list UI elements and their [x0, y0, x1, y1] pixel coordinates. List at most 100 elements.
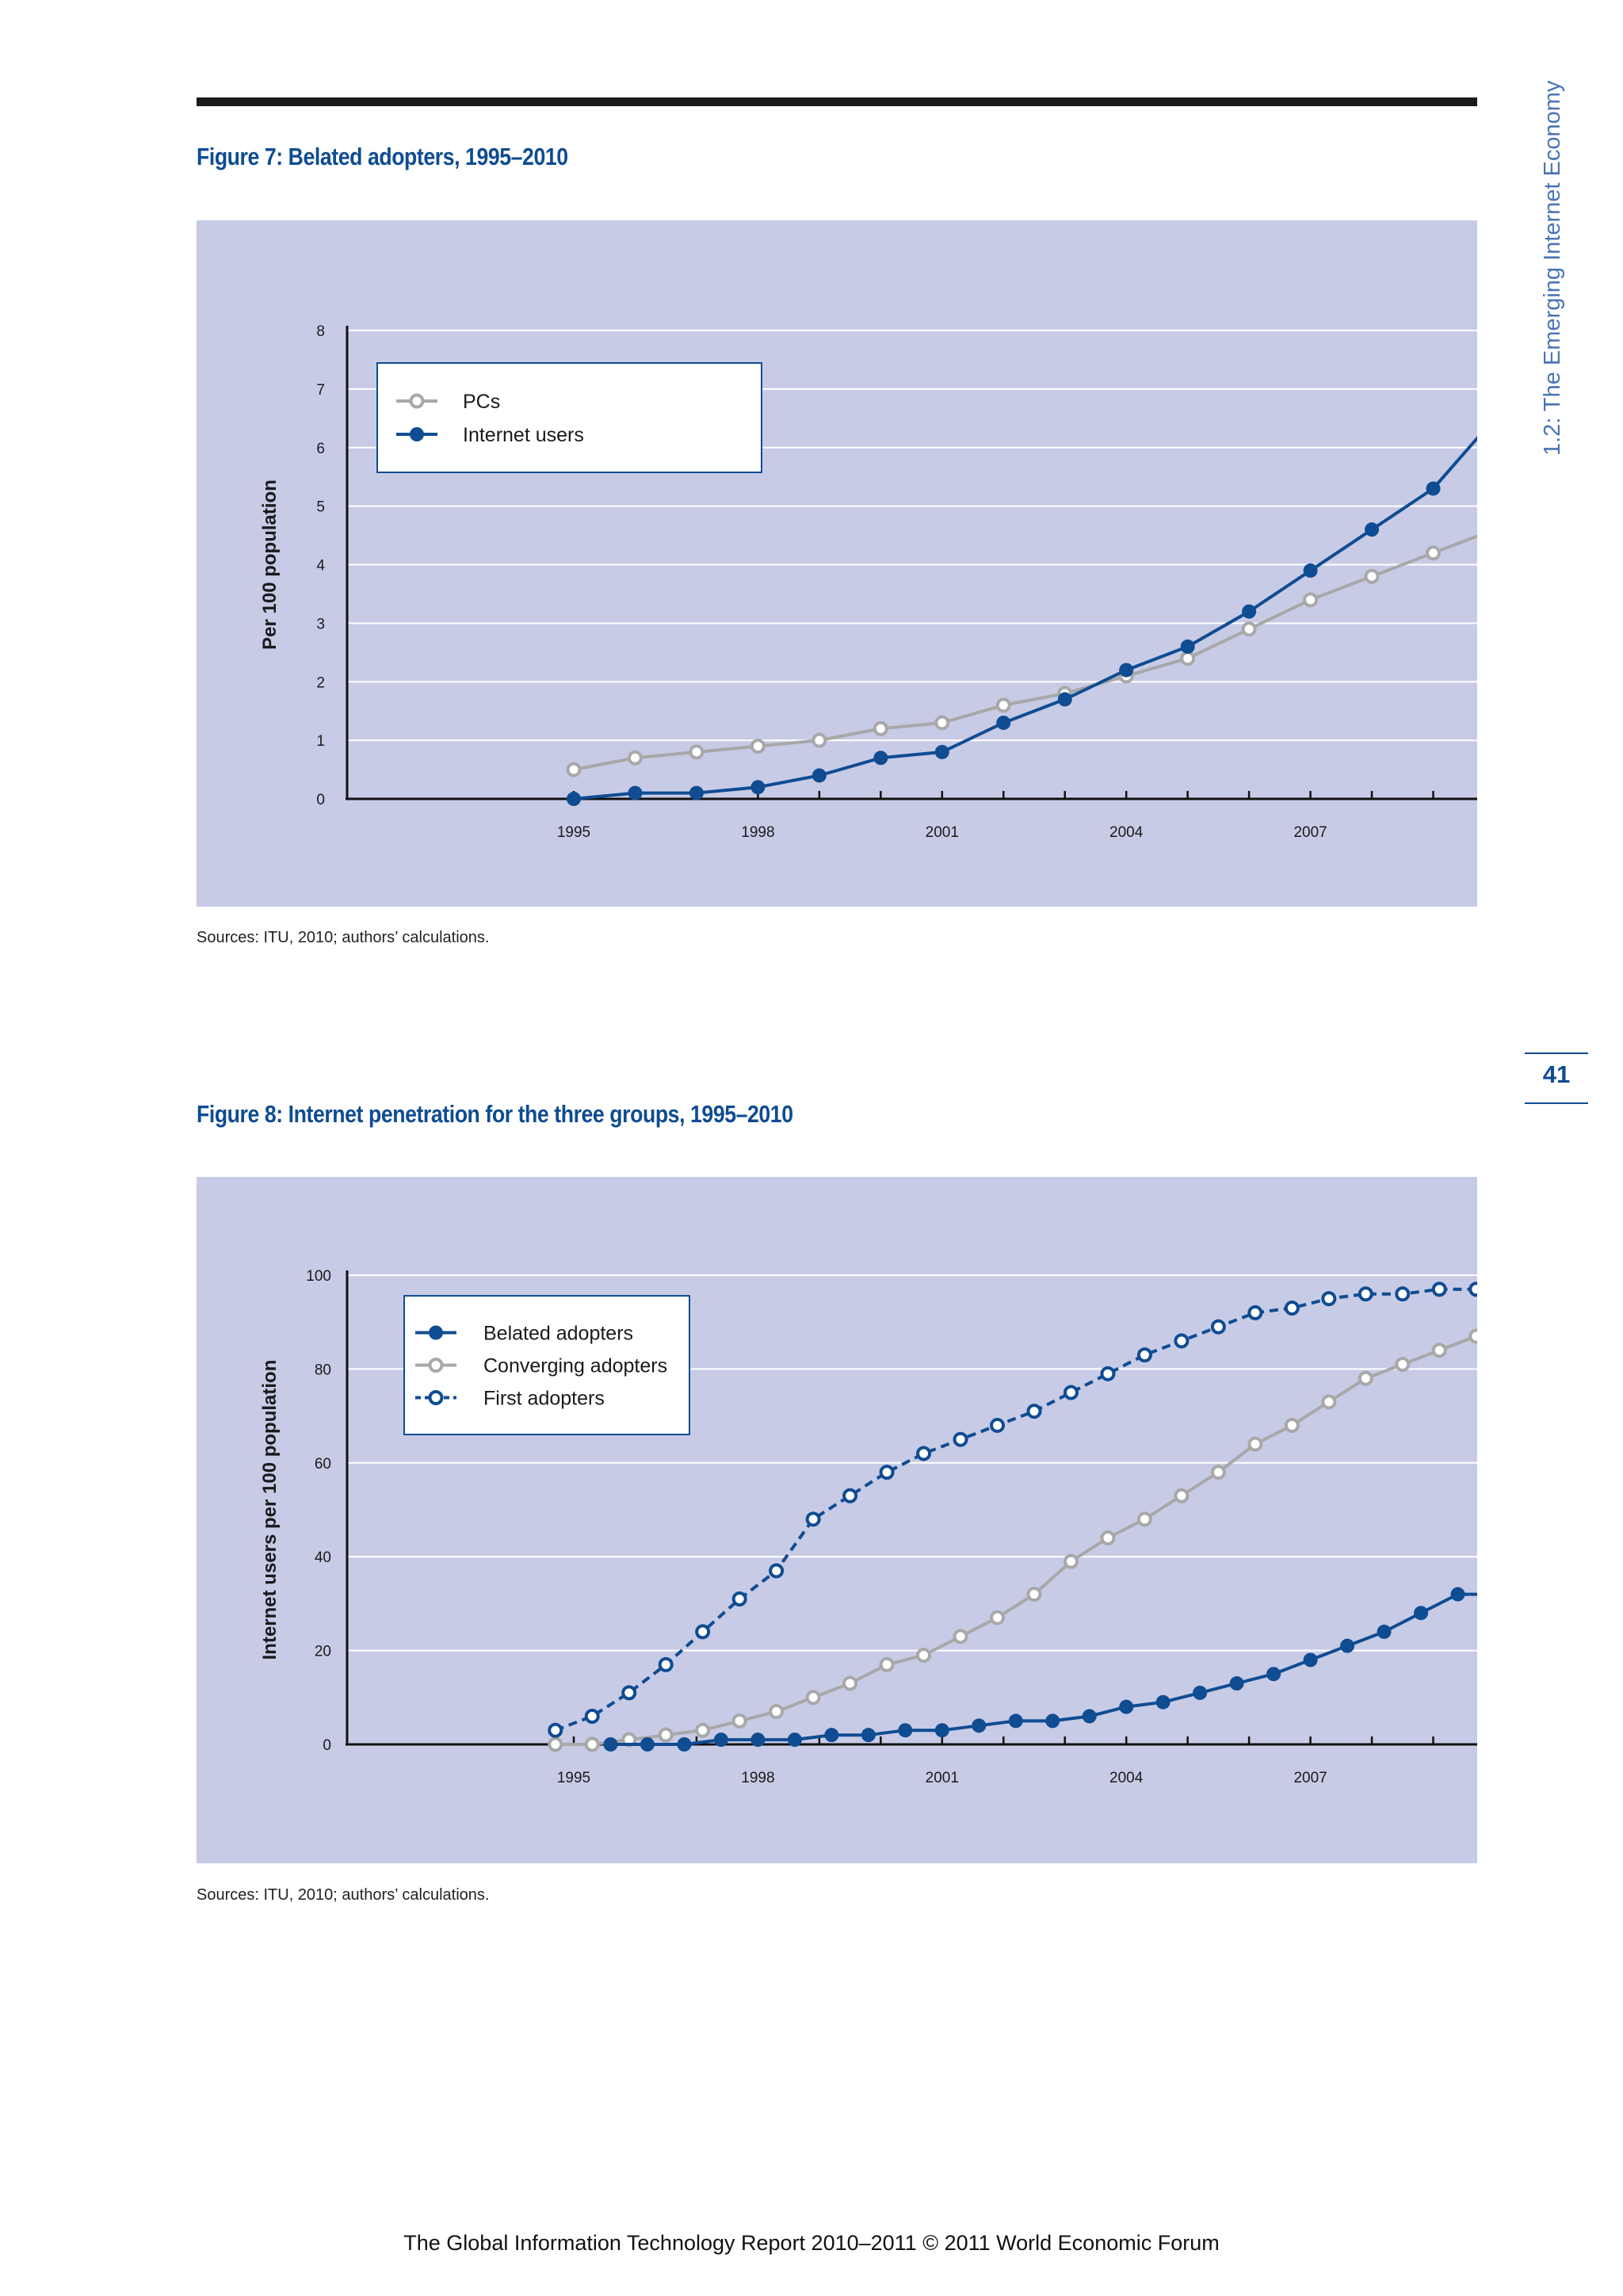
data-point-belated-adopters	[677, 1737, 692, 1752]
data-point-converging-adopters	[1026, 1587, 1042, 1603]
legend-marker-pcs	[409, 393, 425, 409]
data-point-belated-adopters	[750, 1733, 766, 1748]
data-point-first-adopters	[1026, 1404, 1042, 1419]
data-point-internet-users	[1303, 563, 1318, 578]
data-point-pcs	[689, 744, 705, 760]
x-tick-label: 2004	[1109, 1770, 1144, 1786]
data-point-internet-users	[996, 715, 1011, 730]
figure-8-title: Figure 8: Internet penetration for the t…	[197, 1100, 793, 1128]
data-point-first-adopters	[1247, 1305, 1263, 1320]
x-tick-label: 2001	[926, 824, 959, 841]
series-line-pcs	[573, 534, 1477, 772]
data-point-pcs	[934, 715, 950, 731]
data-point-internet-users	[1119, 663, 1134, 678]
page-number-top-rule	[1525, 1052, 1588, 1054]
chart-svg-0: 012345678199519982001200420072010Per 100…	[259, 323, 1477, 841]
top-rule	[197, 97, 1477, 106]
data-point-first-adopters	[658, 1656, 674, 1672]
data-point-belated-adopters	[934, 1723, 949, 1738]
data-point-first-adopters	[1174, 1333, 1190, 1349]
data-point-internet-users	[567, 792, 581, 806]
data-point-internet-users	[1426, 481, 1441, 496]
data-point-internet-users	[873, 751, 888, 766]
figure-7-title: Figure 7: Belated adopters, 1995–2010	[197, 143, 568, 170]
y-tick-label: 2	[316, 674, 325, 691]
data-point-first-adopters	[1431, 1282, 1447, 1297]
data-point-first-adopters	[1136, 1347, 1152, 1363]
data-point-belated-adopters	[1193, 1685, 1208, 1700]
data-point-belated-adopters	[1414, 1606, 1429, 1621]
data-point-converging-adopters	[1284, 1417, 1300, 1433]
legend-label-internet-users: Internet users	[463, 424, 584, 446]
data-point-first-adopters	[731, 1591, 747, 1606]
data-point-first-adopters	[1210, 1319, 1226, 1335]
data-point-first-adopters	[879, 1465, 895, 1480]
data-point-pcs	[566, 762, 582, 777]
data-point-internet-users	[628, 785, 643, 800]
data-point-belated-adopters	[1045, 1713, 1060, 1729]
data-point-converging-adopters	[805, 1690, 821, 1706]
legend-label-belated-adopters: Belated adopters	[483, 1323, 633, 1345]
page-number-bottom-rule	[1525, 1102, 1588, 1104]
data-point-first-adopters	[1468, 1282, 1477, 1297]
series-line-internet-users	[573, 435, 1477, 800]
data-point-belated-adopters	[1008, 1713, 1023, 1729]
data-point-first-adopters	[769, 1563, 785, 1579]
y-tick-label: 6	[316, 441, 325, 457]
data-point-belated-adopters	[1340, 1638, 1355, 1653]
legend-marker-internet-users	[410, 427, 424, 441]
data-point-belated-adopters	[1082, 1709, 1097, 1724]
page-number: 41	[1542, 1060, 1571, 1088]
data-point-internet-users	[689, 785, 704, 800]
data-point-belated-adopters	[640, 1737, 655, 1752]
data-point-first-adopters	[548, 1722, 563, 1738]
data-point-pcs	[995, 697, 1011, 713]
y-tick-label: 1	[316, 733, 325, 750]
data-point-belated-adopters	[1377, 1624, 1392, 1639]
data-point-converging-adopters	[658, 1727, 674, 1743]
x-tick-label: 1995	[557, 824, 590, 841]
data-point-first-adopters	[842, 1488, 858, 1503]
data-point-converging-adopters	[990, 1610, 1006, 1626]
data-point-converging-adopters	[731, 1713, 747, 1729]
data-point-pcs	[627, 750, 643, 766]
legend-marker-converging-adopters	[428, 1358, 444, 1373]
data-point-first-adopters	[584, 1708, 600, 1724]
y-tick-label: 5	[316, 499, 325, 516]
data-point-converging-adopters	[584, 1736, 600, 1752]
y-tick-label: 100	[306, 1268, 331, 1285]
data-point-first-adopters	[990, 1417, 1006, 1433]
data-point-belated-adopters	[1229, 1676, 1244, 1691]
data-point-pcs	[1426, 545, 1442, 561]
data-point-converging-adopters	[916, 1648, 932, 1664]
x-tick-label: 1995	[557, 1770, 590, 1786]
data-point-belated-adopters	[824, 1728, 839, 1743]
y-tick-label: 40	[315, 1549, 331, 1566]
data-point-converging-adopters	[1136, 1511, 1152, 1527]
figure-8-chart: 020406080100199519982001200420072010Inte…	[197, 1177, 1477, 1863]
data-point-belated-adopters	[1266, 1667, 1281, 1682]
data-point-pcs	[1303, 592, 1319, 608]
data-point-internet-users	[934, 744, 949, 759]
data-point-internet-users	[812, 768, 827, 783]
y-tick-label: 3	[316, 616, 325, 632]
data-point-pcs	[1364, 568, 1380, 584]
data-point-converging-adopters	[1247, 1436, 1263, 1452]
data-point-converging-adopters	[548, 1736, 563, 1752]
chart-svg-1: 020406080100199519982001200420072010Inte…	[259, 1268, 1477, 1786]
data-point-first-adopters	[1395, 1286, 1411, 1302]
data-point-first-adopters	[695, 1624, 711, 1640]
y-tick-label: 7	[316, 382, 325, 399]
data-point-pcs	[1241, 621, 1257, 637]
data-point-pcs	[873, 720, 888, 736]
data-point-converging-adopters	[1321, 1394, 1337, 1410]
series-line-first-adopters	[555, 1287, 1476, 1733]
data-point-converging-adopters	[695, 1722, 711, 1738]
data-point-converging-adopters	[769, 1704, 785, 1720]
legend-label-converging-adopters: Converging adopters	[483, 1355, 667, 1377]
data-point-belated-adopters	[713, 1733, 728, 1748]
data-point-converging-adopters	[1395, 1356, 1411, 1372]
data-point-internet-users	[1180, 639, 1195, 654]
x-tick-label: 2007	[1293, 1770, 1327, 1786]
data-point-belated-adopters	[1450, 1587, 1465, 1602]
